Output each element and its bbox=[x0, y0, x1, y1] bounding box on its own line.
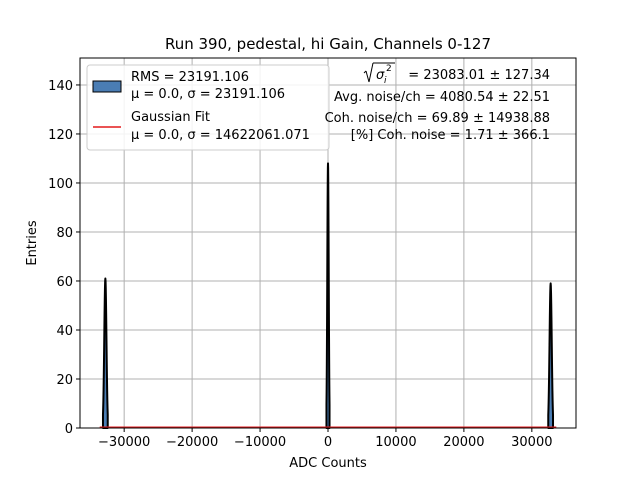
x-tick-label: 10000 bbox=[375, 435, 416, 450]
legend-entry-rms-params: μ = 0.0, σ = 23191.106 bbox=[131, 87, 285, 102]
legend-box bbox=[86, 64, 330, 151]
x-tick-label: 0 bbox=[324, 435, 332, 450]
stats-annotations: σ i 2 = 23083.01 ± 127.34 Avg. noise/ch … bbox=[325, 62, 550, 143]
x-tick-label: −30000 bbox=[98, 435, 150, 450]
y-tick-label: 0 bbox=[65, 422, 73, 437]
svg-text:i: i bbox=[384, 76, 387, 86]
sigma-symbol: σ i 2 bbox=[363, 62, 395, 86]
legend: RMS = 23191.106 μ = 0.0, σ = 23191.106 G… bbox=[86, 64, 330, 151]
x-tick-label: 20000 bbox=[443, 435, 484, 450]
histogram-peak-1 bbox=[325, 162, 331, 429]
y-tick-label: 20 bbox=[56, 373, 73, 388]
stats-coh-noise: Coh. noise/ch = 69.89 ± 14938.88 bbox=[325, 111, 550, 126]
svg-text:2: 2 bbox=[386, 64, 392, 74]
histogram-peaks bbox=[101, 162, 555, 429]
histogram-peak-0 bbox=[101, 277, 109, 429]
x-axis-label: ADC Counts bbox=[289, 456, 367, 471]
axis-ticks: −30000 −20000 −10000 0 10000 20000 30000 0 20 40 6… bbox=[48, 79, 552, 450]
svg-text:σ: σ bbox=[376, 68, 385, 83]
y-tick-label: 40 bbox=[56, 324, 73, 339]
stats-avg-noise: Avg. noise/ch = 4080.54 ± 22.51 bbox=[334, 90, 550, 105]
x-tick-label: −20000 bbox=[166, 435, 218, 450]
y-tick-label: 120 bbox=[48, 128, 73, 143]
chart-title: Run 390, pedestal, hi Gain, Channels 0-1… bbox=[165, 35, 491, 53]
stats-coh-noise-percent: [%] Coh. noise = 1.71 ± 366.1 bbox=[351, 128, 550, 143]
legend-entry-fit-params: μ = 0.0, σ = 14622061.071 bbox=[131, 128, 310, 143]
y-tick-label: 140 bbox=[48, 79, 73, 94]
x-tick-label: −10000 bbox=[234, 435, 286, 450]
legend-entry-fit: Gaussian Fit bbox=[131, 110, 210, 125]
legend-entry-rms: RMS = 23191.106 bbox=[131, 70, 249, 85]
x-tick-label: 30000 bbox=[511, 435, 552, 450]
y-tick-label: 60 bbox=[56, 275, 73, 290]
y-tick-label: 100 bbox=[48, 177, 73, 192]
stats-sigma-value: = 23083.01 ± 127.34 bbox=[408, 68, 550, 83]
histogram-peak-2 bbox=[547, 282, 555, 429]
y-axis-label: Entries bbox=[25, 220, 40, 266]
legend-hist-swatch bbox=[92, 80, 122, 93]
y-tick-label: 80 bbox=[56, 226, 73, 241]
